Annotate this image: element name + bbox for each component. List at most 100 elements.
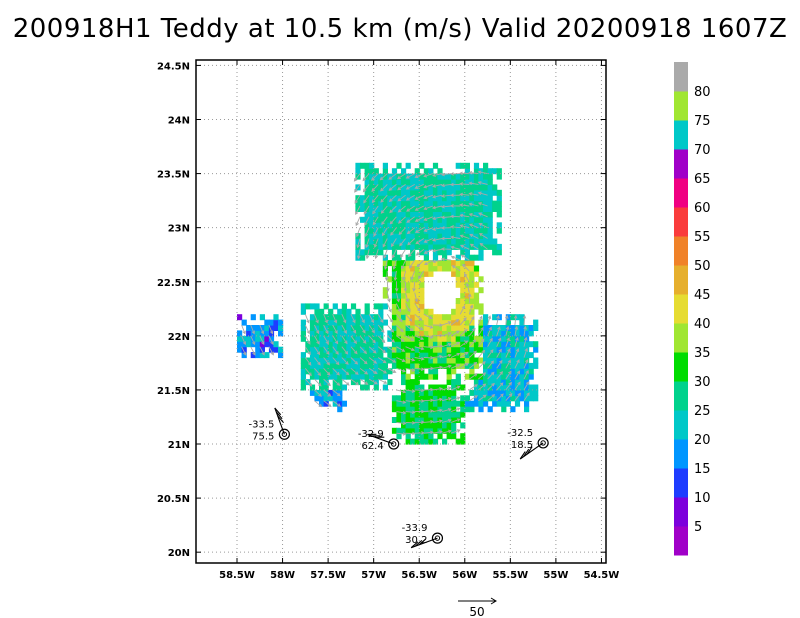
wind-vector <box>241 335 247 346</box>
wind-cell <box>382 384 388 391</box>
wind-cell <box>455 325 461 331</box>
wind-cell <box>428 227 434 234</box>
wind-cell <box>319 330 325 337</box>
wind-barb-feather <box>275 411 283 420</box>
wind-vector <box>350 346 358 355</box>
wind-cell <box>355 162 361 169</box>
wind-cell <box>469 270 475 277</box>
wind-vector <box>477 170 488 175</box>
wind-cell <box>469 206 475 212</box>
wind-vector <box>432 194 443 199</box>
wind-cell <box>505 389 511 396</box>
wind-cell <box>423 211 429 218</box>
wind-vector <box>514 325 519 336</box>
wind-vector <box>396 410 407 415</box>
wind-cell <box>337 341 343 348</box>
wind-cell <box>451 400 457 407</box>
wind-cell <box>396 281 402 288</box>
wind-cell <box>423 233 429 240</box>
wind-cell <box>405 411 411 418</box>
wind-cell <box>401 243 407 250</box>
wind-cell <box>423 433 429 440</box>
wind-cell <box>414 314 420 321</box>
wind-cell <box>300 384 306 391</box>
wind-cell <box>423 330 429 337</box>
dropsonde-temp-label: -33.9 <box>402 523 428 534</box>
wind-cell <box>451 189 457 196</box>
wind-cell <box>382 162 388 169</box>
wind-cell <box>464 287 470 294</box>
wind-vector <box>449 193 461 198</box>
wind-cell <box>455 411 461 418</box>
wind-vector <box>377 346 387 354</box>
wind-cell <box>391 362 398 369</box>
wind-cell <box>396 406 402 413</box>
wind-cell <box>451 173 457 180</box>
wind-vector <box>415 227 425 233</box>
wind-cell <box>496 352 502 359</box>
wind-cell <box>360 341 366 348</box>
wind-cell <box>451 243 457 250</box>
wind-cell <box>469 254 475 261</box>
wind-cell <box>410 216 416 223</box>
wind-cell <box>501 368 507 375</box>
wind-cell <box>369 206 375 212</box>
wind-cell <box>428 411 434 418</box>
wind-vector <box>371 184 379 192</box>
wind-cell <box>250 335 256 342</box>
wind-cell <box>432 357 439 364</box>
dropsonde-temp-label: -32.5 <box>507 428 533 439</box>
colorbar-segment <box>674 236 688 266</box>
wind-cell <box>492 168 498 175</box>
wind-cell <box>446 249 452 256</box>
wind-cell <box>364 379 370 386</box>
wind-cell <box>268 346 275 353</box>
wind-cell <box>405 373 411 380</box>
wind-cell <box>364 368 370 375</box>
wind-cell <box>432 411 439 418</box>
wind-vector <box>355 205 361 216</box>
wind-vector <box>386 313 393 323</box>
wind-cell <box>455 195 461 202</box>
wind-cell <box>442 314 448 321</box>
wind-cell <box>410 243 416 250</box>
wind-vector <box>468 213 479 218</box>
wind-vector <box>268 335 274 346</box>
wind-cell <box>259 325 265 331</box>
wind-cell <box>405 319 411 326</box>
wind-vector <box>314 389 322 397</box>
wind-cell <box>469 216 475 223</box>
wind-cell <box>410 254 416 261</box>
wind-cell <box>442 384 448 391</box>
wind-cell <box>405 341 411 348</box>
wind-cell <box>524 352 530 359</box>
wind-cell <box>364 308 370 315</box>
wind-cell <box>387 276 393 283</box>
wind-cell <box>501 400 507 407</box>
wind-cell <box>460 227 466 234</box>
wind-cell <box>414 260 420 267</box>
wind-vector <box>478 233 488 239</box>
wind-cell <box>446 200 452 207</box>
wind-cell <box>414 417 420 423</box>
wind-cell <box>478 330 484 337</box>
wind-cell <box>405 427 411 434</box>
wind-vector <box>477 202 488 207</box>
wind-cell <box>401 292 407 299</box>
wind-cell <box>469 265 475 272</box>
wind-cell <box>364 346 370 353</box>
wind-cell <box>423 341 429 348</box>
wind-vector <box>496 382 504 391</box>
wind-cell <box>337 352 343 359</box>
wind-cell <box>401 281 407 288</box>
wind-vector <box>304 314 310 324</box>
wind-cell <box>473 389 480 396</box>
wind-cell <box>378 249 384 256</box>
colorbar-label: 20 <box>694 433 711 448</box>
wind-vectors <box>241 170 530 436</box>
wind-cell <box>419 281 425 288</box>
wind-cell <box>442 195 448 202</box>
wind-cell <box>259 341 265 348</box>
wind-vector <box>440 204 452 209</box>
